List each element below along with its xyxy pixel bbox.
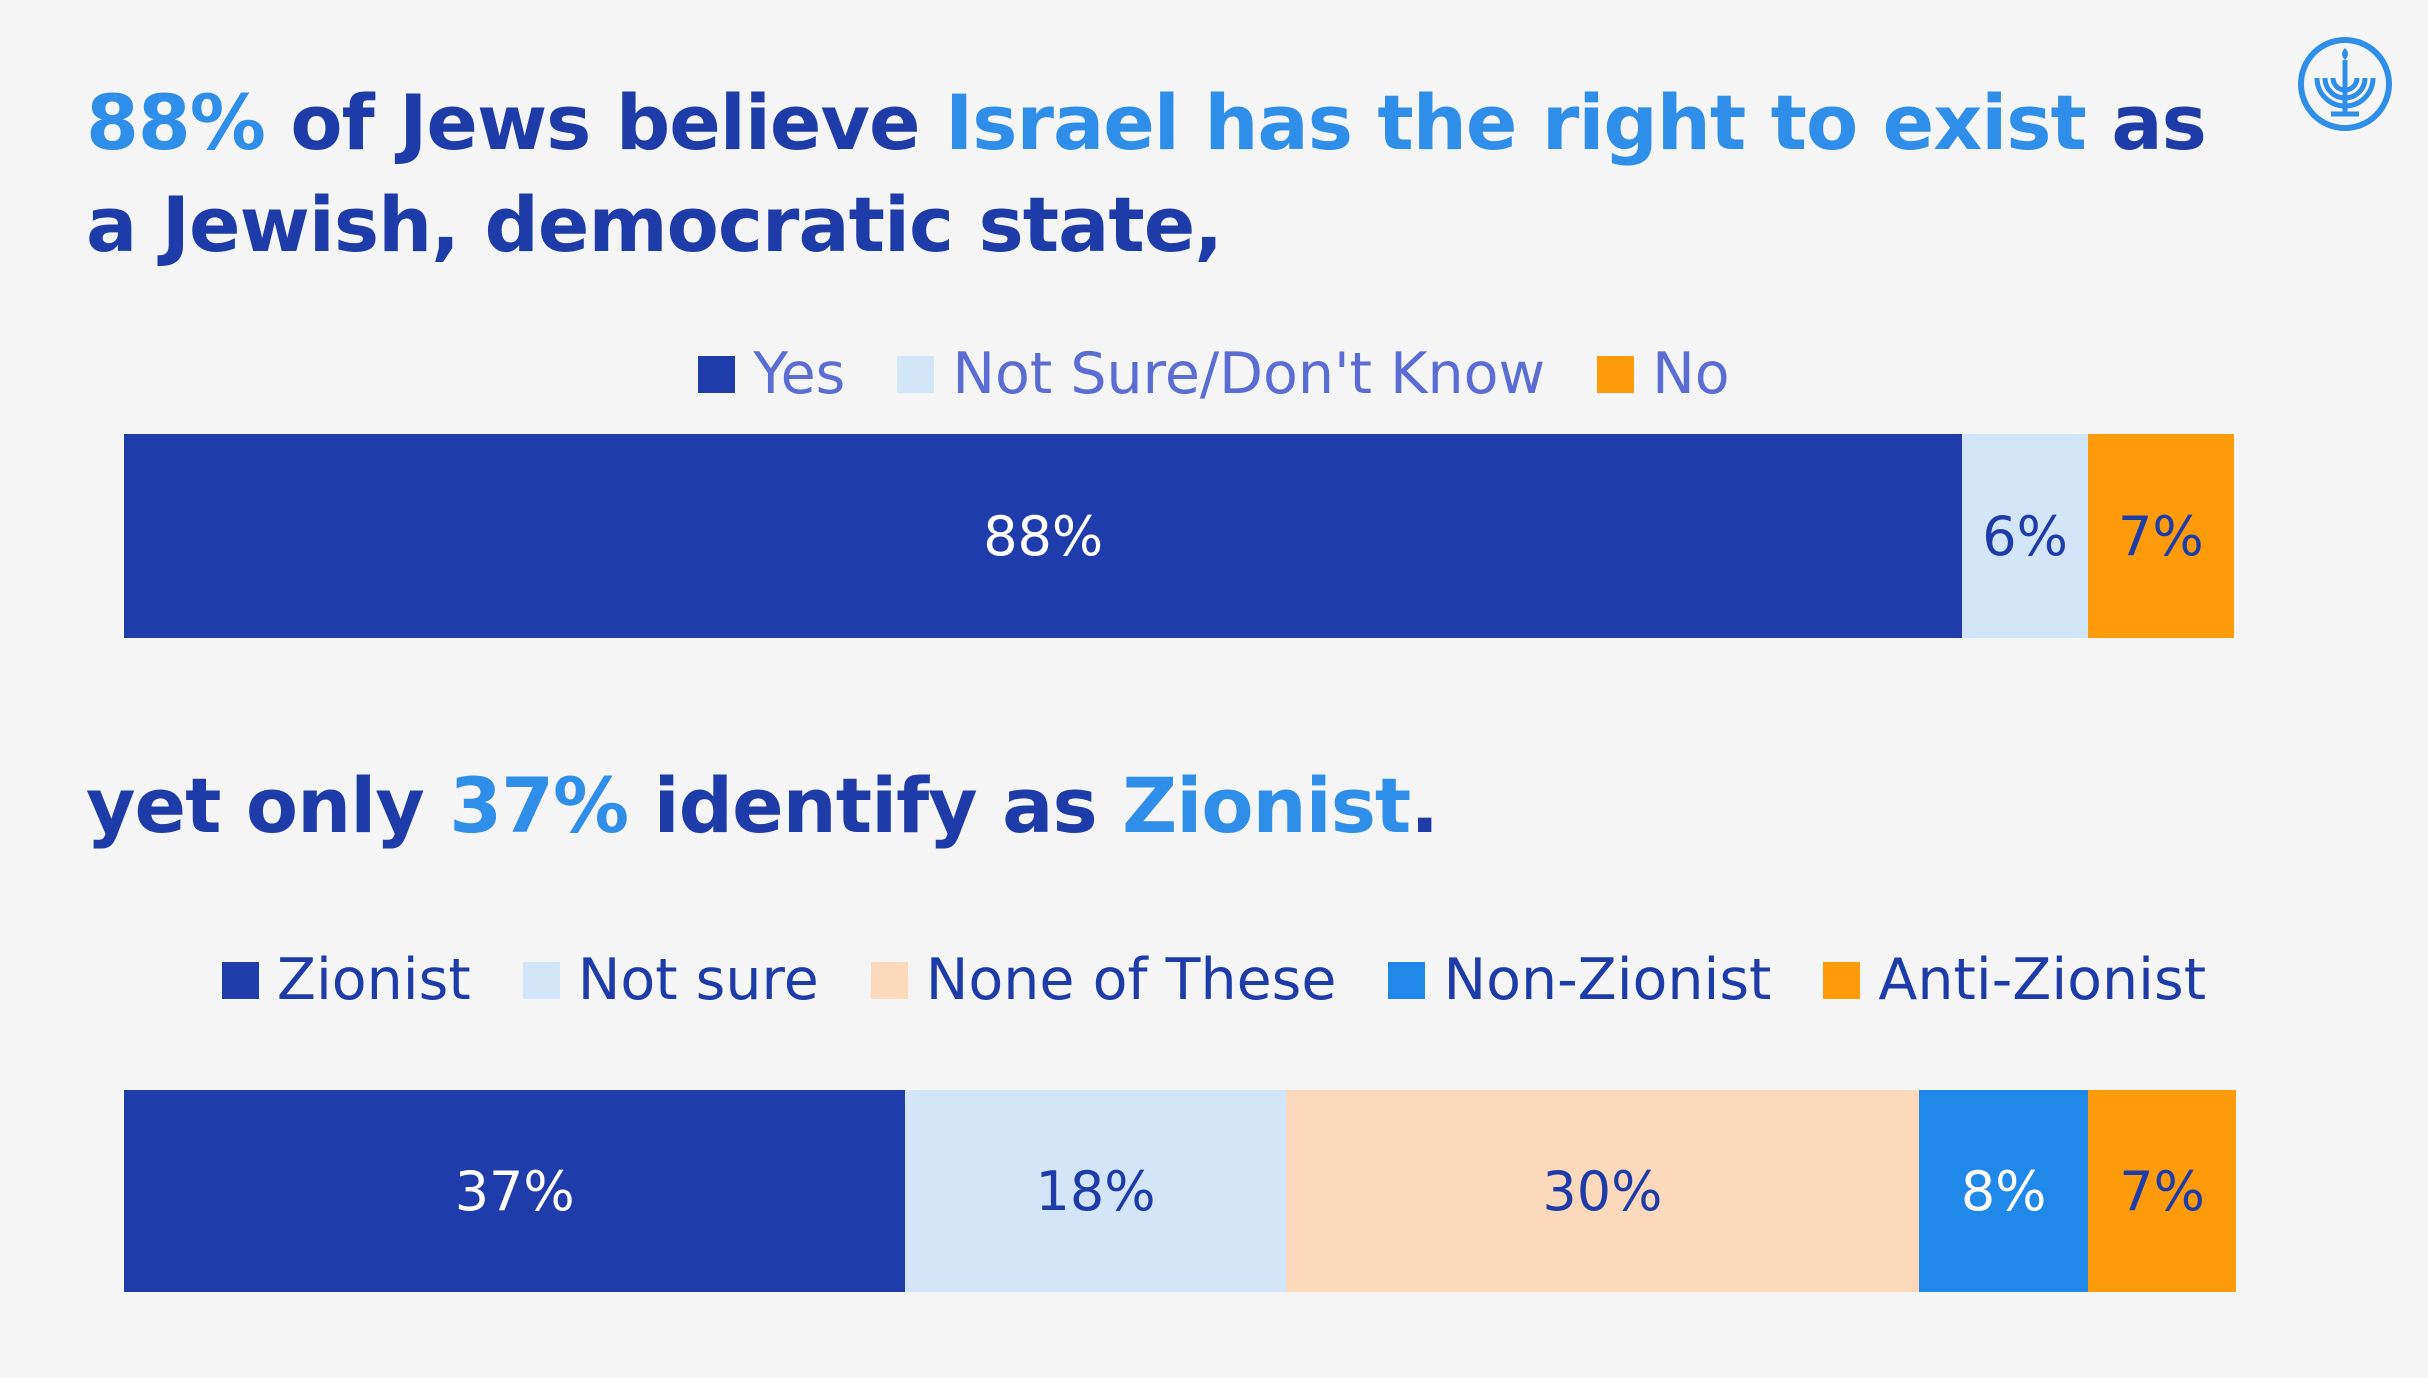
legend-swatch <box>1388 961 1426 999</box>
data-label: 8% <box>1960 1159 2047 1223</box>
legend-label: Yes <box>753 341 846 407</box>
data-label: 18% <box>1035 1159 1156 1223</box>
bar-segment-not-sure: 18% <box>905 1090 1286 1292</box>
headline-part-highlight: 88% <box>86 78 266 167</box>
data-label: 37% <box>454 1159 575 1223</box>
legend-swatch <box>522 961 560 999</box>
stacked-bar-zionist-identity: 37% 18% 30% 8% 7% <box>124 1090 2236 1292</box>
stacked-bar-israel-right: 88% 6% 7% <box>124 434 2234 638</box>
headline-part-highlight: Israel has the right to exist <box>944 78 2087 167</box>
legend-item-not-sure: Not sure <box>522 947 819 1013</box>
data-label: 7% <box>2118 504 2204 568</box>
bar-segment-non-zionist: 8% <box>1919 1090 2089 1292</box>
data-label: 6% <box>1982 504 2068 568</box>
legend-label: None of These <box>925 947 1337 1013</box>
headline-part: as a Jewish, democratic state, <box>86 78 2207 269</box>
bar-segment-yes: 88% <box>124 434 1963 638</box>
legend-item-zionist: Zionist <box>221 947 471 1013</box>
legend-item-none-of-these: None of These <box>870 947 1337 1013</box>
legend-swatch <box>221 961 259 999</box>
bar-segment-not-sure-don-t-know: 6% <box>1962 434 2088 638</box>
headline-part-highlight: Zionist <box>1122 761 1411 850</box>
legend-label: Non-Zionist <box>1443 947 1772 1013</box>
bar-segment-anti-zionist: 7% <box>2088 1090 2236 1292</box>
headline-part: identify as <box>628 761 1123 850</box>
menorah-logo-icon <box>2295 34 2395 134</box>
headline-part: yet only <box>86 761 450 850</box>
legend-chart-2: Zionist Not sure None of These Non-Zionist A… <box>0 944 2428 1016</box>
legend-item-yes: Yes <box>698 341 845 407</box>
data-label: 30% <box>1542 1159 1663 1223</box>
legend-swatch <box>870 961 908 999</box>
bar-segment-zionist: 37% <box>124 1090 906 1292</box>
legend-label: No <box>1652 341 1730 407</box>
legend-label: Anti-Zionist <box>1878 947 2207 1013</box>
legend-label: Not sure <box>577 947 819 1013</box>
data-label: 88% <box>983 504 1104 568</box>
legend-item-not-sure-don-t-know: Not Sure/Don't Know <box>897 341 1545 407</box>
legend-item-no: No <box>1597 341 1730 407</box>
bar-segment-none-of-these: 30% <box>1285 1090 1920 1292</box>
legend-label: Not Sure/Don't Know <box>952 341 1546 407</box>
legend-item-non-zionist: Non-Zionist <box>1388 947 1771 1013</box>
legend-chart-1: Yes Not Sure/Don't Know No <box>0 338 2428 410</box>
legend-swatch <box>1597 355 1635 393</box>
bar-segment-no: 7% <box>2087 434 2234 638</box>
headline-zionist-identity: yet only 37% identify as Zionist. <box>86 755 1439 857</box>
legend-swatch <box>1823 961 1861 999</box>
headline-part-highlight: 37% <box>449 761 629 850</box>
headline-part: of Jews believe <box>264 78 945 167</box>
legend-item-anti-zionist: Anti-Zionist <box>1823 947 2206 1013</box>
headline-israel-right-to-exist: 88% of Jews believe Israel has the right… <box>86 72 2266 276</box>
headline-part: . <box>1410 761 1439 850</box>
legend-swatch <box>897 355 935 393</box>
data-label: 7% <box>2119 1159 2205 1223</box>
legend-swatch <box>698 355 736 393</box>
legend-label: Zionist <box>276 947 471 1013</box>
